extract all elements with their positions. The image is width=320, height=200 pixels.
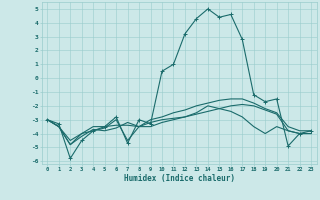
X-axis label: Humidex (Indice chaleur): Humidex (Indice chaleur) [124, 174, 235, 183]
